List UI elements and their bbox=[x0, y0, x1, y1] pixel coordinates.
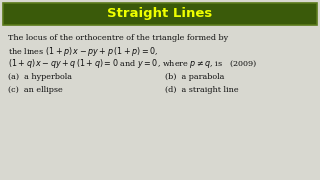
Text: The locus of the orthocentre of the triangle formed by: The locus of the orthocentre of the tria… bbox=[8, 34, 228, 42]
FancyBboxPatch shape bbox=[3, 3, 317, 25]
Text: the lines $(1 + p)\,x - py + p\,(1 + p) = 0$,: the lines $(1 + p)\,x - py + p\,(1 + p) … bbox=[8, 44, 158, 57]
Text: (c)  an ellipse: (c) an ellipse bbox=[8, 86, 63, 94]
Text: (a)  a hyperbola: (a) a hyperbola bbox=[8, 73, 72, 81]
Text: $(1 + q)\,x - qy + q\,(1 + q) = 0$ and $y = 0$, where $p \neq q$, is   (2009): $(1 + q)\,x - qy + q\,(1 + q) = 0$ and $… bbox=[8, 57, 257, 71]
Text: Straight Lines: Straight Lines bbox=[108, 8, 212, 21]
Text: (d)  a straight line: (d) a straight line bbox=[165, 86, 239, 94]
Text: (b)  a parabola: (b) a parabola bbox=[165, 73, 224, 81]
